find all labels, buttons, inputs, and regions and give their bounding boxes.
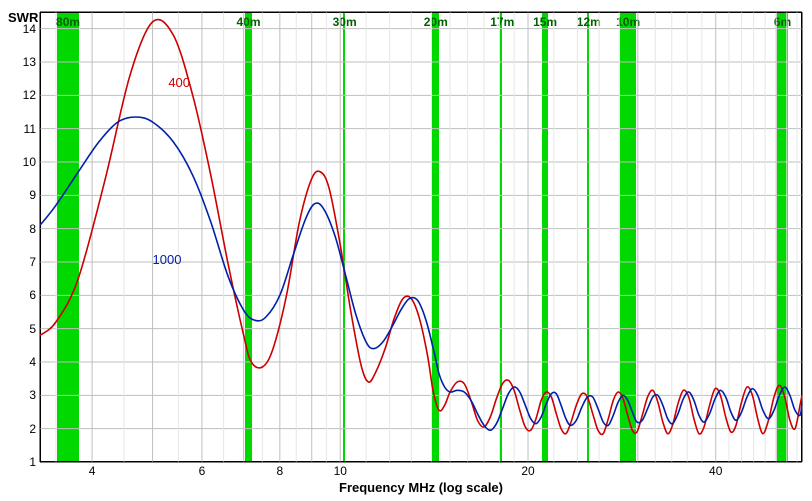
y-tick-label: 11 — [24, 122, 36, 136]
series-label-1000: 1000 — [153, 252, 182, 267]
y-tick-label: 10 — [23, 155, 36, 169]
y-tick-label: 2 — [29, 422, 36, 436]
x-axis-title: Frequency MHz (log scale) — [339, 480, 503, 495]
y-tick-label: 13 — [23, 55, 36, 69]
y-tick-label: 9 — [29, 188, 36, 202]
y-axis-title: SWR — [8, 10, 38, 25]
y-tick-label: 4 — [29, 355, 36, 369]
y-tick-label: 3 — [29, 388, 36, 402]
x-tick-label: 8 — [276, 464, 283, 478]
y-tick-label: 5 — [29, 322, 36, 336]
x-tick-label: 10 — [334, 464, 347, 478]
x-tick-label: 40 — [709, 464, 722, 478]
swr-vs-frequency-chart: 80m40m30m20m17m15m12m10m6m12345678910111… — [0, 0, 812, 501]
y-tick-label: 1 — [29, 455, 36, 469]
y-tick-label: 8 — [29, 222, 36, 236]
series-label-400: 400 — [168, 75, 190, 90]
x-tick-label: 20 — [521, 464, 534, 478]
x-tick-label: 4 — [89, 464, 96, 478]
y-tick-label: 12 — [23, 88, 36, 102]
y-tick-label: 7 — [29, 255, 36, 269]
y-tick-label: 6 — [29, 288, 36, 302]
chart-svg — [0, 0, 812, 501]
x-tick-label: 6 — [199, 464, 206, 478]
